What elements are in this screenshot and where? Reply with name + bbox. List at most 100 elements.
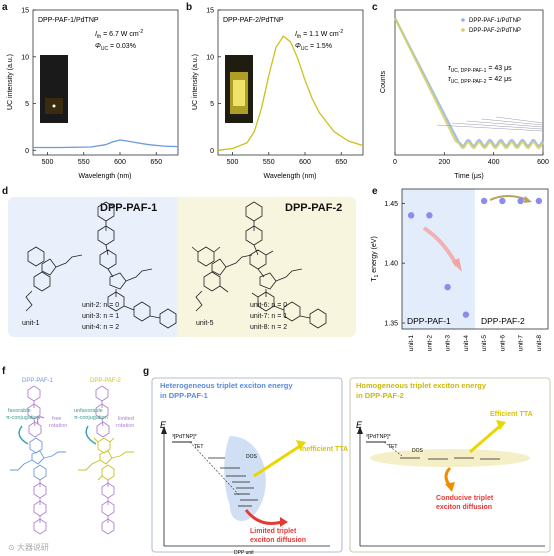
panel-b-ith: Ith = 1.1 W cm-2 — [295, 29, 343, 40]
panel-a-ylabel: UC intensity (a.u.) — [7, 54, 14, 110]
panel-f-watermark: ⊙ 大器说研 — [8, 542, 49, 552]
f-right-core — [78, 437, 134, 481]
g-arrow-diff-1 — [244, 509, 283, 525]
ytick-label: 5 — [25, 101, 29, 108]
panel-f-arrow-2 — [85, 425, 97, 445]
g-E-2: E — [356, 420, 363, 430]
g-limited-1: Limited triplet — [250, 528, 297, 535]
panel-a-chart: 0 5 10 15 500 550 600 650 DPP-PAF-1/PdTNP Ith … — [7, 8, 179, 180]
decay-curve-2 — [394, 17, 544, 150]
panel-e-yticks: 1.35 1.40 1.45 — [384, 201, 405, 328]
unit-1-structure — [25, 246, 83, 312]
panel-d-unit-1: unit-1 — [22, 320, 40, 327]
xtick-label: 400 — [488, 159, 500, 166]
panel-e-bg-1 — [402, 189, 475, 329]
energy-dot — [426, 212, 433, 219]
ytick-label: 15 — [21, 8, 29, 15]
g-title-2a: Homogeneous triplet exciton energy — [356, 381, 487, 390]
fit-line — [466, 120, 544, 128]
panel-e-label-2: DPP-PAF-2 — [481, 316, 525, 326]
f-left-core — [10, 437, 66, 481]
panel-c-decay-curves — [394, 17, 544, 150]
panel-e-label-1: DPP-PAF-1 — [407, 316, 451, 326]
g-tet-2: TET — [388, 444, 397, 450]
fit-line — [481, 118, 544, 126]
panel-c-tau-1: τUC, DPP-PAF-1 = 43 μs — [448, 65, 512, 74]
panel-f-ann-2c: limited — [118, 416, 134, 422]
g-dos-2: DOS — [412, 448, 424, 454]
g-dos-shape-1 — [224, 436, 266, 521]
panel-c-legend-2: DPP-PAF-2/PdTNP — [469, 28, 521, 34]
ytick-label: 1.40 — [384, 261, 398, 268]
panel-a-photo-spot — [52, 104, 56, 108]
panel-f-ann-1c: free — [52, 416, 61, 422]
g-box-1 — [151, 377, 343, 553]
panel-e-xticks: unit-1 unit-2 unit-3 unit-4 unit-5 unit-6 unit… — [408, 335, 543, 352]
panel-f-rot-1 — [37, 416, 45, 425]
unit-2-structure — [97, 201, 177, 329]
energy-dot — [499, 197, 506, 205]
panel-b-chart: 0 5 10 15 500 550 600 650 DPP-PAF-2/PdTNP Ith … — [192, 8, 364, 180]
xtick-label: 500 — [227, 159, 239, 166]
energy-dot — [407, 212, 415, 219]
xtick-label: unit-5 — [481, 335, 488, 352]
panel-a-xticks: 500 550 600 650 — [42, 152, 162, 166]
panel-c-xticks: 0 200 400 600 — [393, 152, 549, 166]
g-title-2b: in DPP-PAF-2 — [356, 391, 404, 400]
energy-dot — [517, 197, 524, 205]
panel-c-tau-2: τUC, DPP-PAF-2 = 42 μs — [448, 76, 512, 85]
ytick-label: 0 — [25, 148, 29, 155]
fit-line — [436, 124, 544, 132]
panel-d-unit-3: unit-3: n = 1 — [82, 313, 120, 320]
panel-a-xlabel: Wavelength (nm) — [78, 173, 131, 180]
panel-b-xticks: 500 550 600 650 — [227, 152, 347, 166]
xtick-label: 600 — [114, 159, 126, 166]
panel-e-dots — [407, 197, 543, 318]
g-conducive-2: exciton diffusion — [436, 504, 492, 511]
panel-f-ann-1a: favorable — [8, 408, 31, 414]
xtick-label: unit-4 — [463, 335, 470, 352]
panel-g-letter: g — [143, 366, 150, 377]
panel-d-bg-2 — [178, 197, 356, 337]
xtick-label: 650 — [150, 159, 162, 166]
panel-c-legend-marker-1 — [461, 18, 465, 22]
energy-dot — [462, 311, 470, 318]
fit-line — [496, 116, 544, 124]
xtick-label: unit-6 — [499, 335, 506, 352]
panel-e-chart: 1.351.401.45 unit-1 unit-2 unit-3 unit-4 uni… — [371, 188, 549, 352]
panel-f-title-2: DPP-PAF-2 — [90, 378, 122, 384]
unit-5-structure — [191, 246, 253, 312]
panel-e-arrowhead-down — [452, 258, 462, 272]
g-dos-1: DOS — [246, 454, 258, 460]
panel-b-frame — [217, 9, 364, 156]
panel-f-ann-2b: π-conjugation — [74, 415, 108, 421]
g-limited-2: exciton diffusion — [250, 537, 306, 544]
panel-e-arrowhead-flat — [524, 196, 532, 203]
panel-b-series-line — [217, 35, 364, 151]
panel-c-legend-1: DPP-PAF-1/PdTNP — [469, 18, 521, 24]
panel-d-title-2: DPP-PAF-2 — [285, 202, 343, 214]
panel-b-phi: ΦUC = 1.5% — [295, 43, 332, 52]
xtick-label: 550 — [78, 159, 90, 166]
xtick-label: unit-7 — [518, 335, 525, 352]
xtick-label: unit-3 — [445, 335, 452, 352]
panel-d-letter: d — [2, 186, 9, 197]
panel-d-unit-8: unit-8: n = 2 — [250, 324, 288, 331]
xtick-label: unit-8 — [536, 335, 543, 352]
g-arrow-tta-1 — [253, 444, 301, 478]
panel-c-xlabel: Time (μs) — [454, 173, 483, 180]
g-dppunit-1: DPP unit — [234, 550, 254, 556]
xtick-label: 0 — [393, 159, 397, 166]
panel-e-frame — [401, 188, 549, 330]
g-levels-2 — [400, 457, 500, 460]
g-title-1a: Heterogeneous triplet exciton energy — [160, 381, 293, 390]
fit-line — [451, 122, 544, 130]
f-left-chain — [27, 385, 42, 438]
xtick-label: unit-2 — [426, 335, 433, 352]
panel-a-letter: a — [2, 2, 8, 13]
g-title-1b: in DPP-PAF-1 — [160, 391, 208, 400]
g-E-1: E — [160, 420, 167, 430]
panel-f-structures: DPP-PAF-1 DPP-PAF-2 favorable π-conjugat… — [6, 378, 134, 552]
panel-e-letter: e — [372, 186, 378, 197]
ytick-label: 1.35 — [384, 321, 398, 328]
